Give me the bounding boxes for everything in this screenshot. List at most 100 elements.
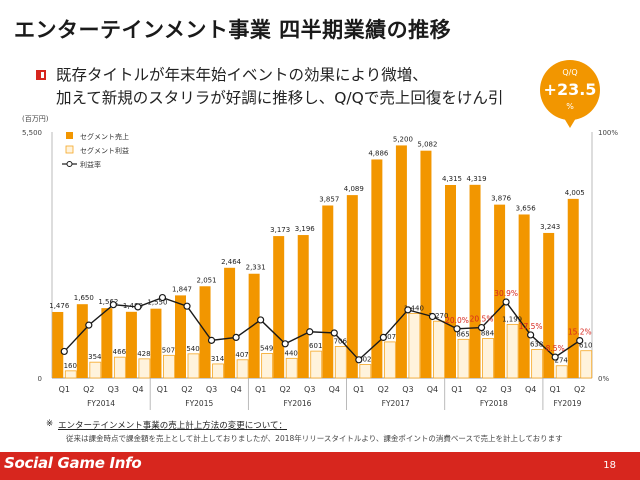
quarter-tick-label: Q1 [59, 385, 70, 394]
profit-value-label: 1,440 [404, 305, 424, 313]
margin-value-label: 20.5% [470, 315, 494, 324]
margin-point [85, 321, 93, 329]
margin-point [281, 340, 289, 348]
margin-point [60, 347, 68, 356]
sales-bar [273, 236, 285, 378]
margin-value-label: 8.5% [546, 344, 565, 353]
profit-bar [334, 346, 347, 379]
qq-growth-callout: Q/Q +23.5 % [540, 60, 600, 128]
sales-bar [371, 159, 383, 378]
sales-value-label: 3,243 [540, 223, 560, 231]
sales-value-label: 3,857 [319, 195, 339, 203]
sales-bar [175, 295, 186, 378]
profit-value-label: 706 [334, 337, 348, 345]
sales-bar [567, 198, 579, 378]
fiscal-year-label: FY2017 [382, 399, 410, 408]
margin-line [63, 296, 581, 361]
profit-value-label: 884 [481, 329, 495, 337]
quarter-tick-label: Q4 [230, 385, 241, 394]
sales-bar [101, 308, 113, 378]
profit-value-label: 302 [358, 355, 371, 363]
sales-bar [518, 214, 530, 378]
sales-value-label: 4,319 [467, 175, 487, 183]
margin-point [551, 353, 559, 361]
profit-value-label: 407 [235, 351, 248, 359]
sales-bar [125, 311, 137, 378]
sales-value-label: 3,196 [295, 225, 316, 233]
footnote-mark: ※ [46, 419, 54, 429]
left-axis-tick-zero: 0 [38, 375, 42, 383]
quarter-tick-label: Q1 [255, 385, 266, 394]
profit-bar [408, 313, 421, 379]
profit-value-label: 540 [186, 345, 199, 353]
profit-value-label: 507 [162, 346, 175, 354]
quarter-tick-label: Q1 [157, 385, 168, 394]
profit-bar [212, 363, 224, 379]
sales-value-label: 1,550 [147, 299, 167, 307]
bullet-icon [36, 70, 46, 80]
profit-value-label: 601 [309, 342, 322, 350]
margin-point [109, 301, 117, 309]
margin-point [158, 293, 167, 302]
sales-bar [297, 235, 309, 378]
left-axis-unit: (百万円) [22, 115, 49, 123]
profit-value-label: 160 [64, 362, 77, 370]
margin-point [477, 323, 486, 332]
quarter-tick-label: Q1 [353, 385, 364, 394]
profit-value-label: 549 [260, 344, 273, 352]
sales-bar [420, 150, 432, 378]
quarter-tick-label: Q2 [476, 385, 487, 394]
left-axis-tick-max: 5,500 [22, 129, 42, 137]
fiscal-year-label: FY2016 [283, 399, 311, 408]
sales-value-label: 3,876 [491, 195, 512, 203]
profit-value-label: 807 [383, 333, 396, 341]
margin-point [232, 333, 240, 342]
margin-point [330, 329, 338, 337]
profit-value-label: 1,270 [428, 312, 448, 320]
qq-value: +23.5 [543, 80, 597, 99]
profit-value-label: 428 [137, 350, 150, 358]
sales-value-label: 4,005 [565, 189, 585, 197]
legend-label-profit: セグメント利益 [80, 146, 129, 155]
sales-value-label: 5,082 [417, 141, 437, 149]
sales-value-label: 2,051 [197, 276, 217, 284]
quarter-tick-label: Q2 [574, 385, 585, 394]
profit-bar [580, 350, 593, 379]
profit-bar [261, 353, 274, 379]
profit-bar [64, 370, 77, 379]
sales-bar [52, 311, 64, 378]
sales-bar [76, 304, 88, 378]
fiscal-year-label: FY2018 [480, 399, 508, 408]
margin-point [306, 328, 314, 336]
quarter-tick-label: Q4 [329, 385, 340, 394]
qq-unit: % [566, 102, 574, 111]
margin-value-label: 17.5% [519, 322, 543, 331]
margin-point [183, 302, 191, 310]
sales-value-label: 1,847 [172, 285, 192, 293]
margin-point [355, 356, 363, 364]
margin-point [428, 312, 437, 321]
footnote-title: エンターテインメント事業の売上計上方法の変更について： [58, 421, 287, 431]
profit-value-label: 638 [530, 340, 543, 348]
sales-bar [445, 185, 456, 378]
profit-value-label: 354 [88, 353, 102, 361]
quarter-tick-label: Q4 [132, 385, 143, 394]
margin-point [257, 316, 265, 324]
quarter-tick-label: Q3 [206, 385, 217, 394]
sales-bar [494, 204, 506, 378]
sales-value-label: 4,315 [442, 175, 462, 183]
profit-bar [359, 364, 372, 379]
sales-bar [346, 195, 358, 378]
headline-line-2: 加えて新規のスタリラが好調に推移し、Q/Qで売上回復をけん引 [56, 89, 504, 107]
sales-value-label: 5,200 [393, 135, 413, 143]
margin-point [502, 298, 510, 306]
quarter-tick-label: Q1 [549, 385, 560, 394]
legend-swatch-profit [65, 145, 74, 154]
profit-bar [163, 354, 175, 379]
margin-point [576, 337, 584, 345]
sales-bar [469, 184, 481, 378]
margin-point [527, 331, 535, 339]
right-axis-tick-max: 100% [598, 129, 618, 137]
sales-value-label: 2,331 [246, 264, 266, 272]
